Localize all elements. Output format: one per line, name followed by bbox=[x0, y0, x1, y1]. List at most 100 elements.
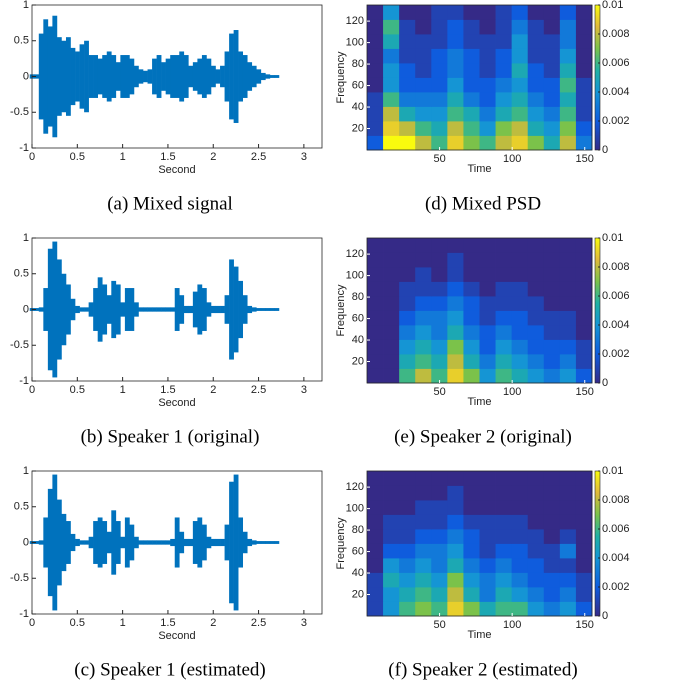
waveform-envelope bbox=[238, 51, 244, 102]
heatmap-cell bbox=[543, 514, 561, 530]
waveform-envelope bbox=[179, 531, 185, 554]
x-tick-label: 0.5 bbox=[70, 617, 85, 629]
waveform-envelope bbox=[269, 308, 275, 311]
heatmap-cell bbox=[495, 121, 513, 136]
y-tick-label: -0.5 bbox=[10, 106, 29, 118]
heatmap-cell bbox=[447, 368, 464, 384]
heatmap-cell bbox=[511, 514, 529, 530]
waveform-envelope bbox=[84, 307, 89, 312]
heatmap-cell bbox=[495, 471, 513, 486]
heatmap-cell bbox=[479, 325, 496, 340]
heatmap-cell bbox=[383, 310, 400, 326]
heatmap-cell bbox=[511, 325, 529, 340]
heatmap-cell bbox=[527, 296, 545, 311]
heatmap-cell bbox=[543, 354, 561, 369]
waveform-envelope bbox=[260, 72, 266, 81]
axes-box bbox=[366, 470, 593, 617]
heatmap-cell bbox=[383, 572, 400, 588]
heatmap-cell bbox=[495, 558, 513, 573]
waveform-envelope bbox=[124, 55, 130, 98]
heatmap-cell bbox=[447, 63, 464, 78]
y-tick-label: 0.5 bbox=[14, 501, 29, 513]
heatmap-cell bbox=[367, 310, 384, 326]
heatmap-cell bbox=[431, 601, 448, 617]
waveform-envelope bbox=[75, 51, 80, 102]
heatmap-cell bbox=[431, 339, 448, 355]
colorbar-tick-label: 0.008 bbox=[602, 261, 630, 273]
waveform-envelope bbox=[229, 259, 234, 360]
heatmap-cell bbox=[479, 281, 496, 297]
waveform-envelope bbox=[165, 307, 171, 312]
waveform-envelope bbox=[224, 51, 230, 102]
heatmap-cell bbox=[479, 601, 496, 617]
heatmap-cell bbox=[559, 543, 577, 559]
heatmap-cell bbox=[479, 514, 496, 530]
heatmap-cell bbox=[447, 514, 464, 530]
heatmap-cell bbox=[399, 48, 416, 64]
waveform-envelope bbox=[93, 55, 99, 98]
heatmap-cell bbox=[543, 19, 561, 35]
waveform-envelope bbox=[152, 307, 157, 312]
heatmap-cell bbox=[495, 310, 513, 326]
heatmap-cell bbox=[543, 325, 561, 340]
heatmap-cell bbox=[495, 281, 513, 297]
waveform-envelope bbox=[133, 536, 139, 549]
caption: (a) Mixed signal bbox=[107, 193, 233, 214]
heatmap-cell bbox=[527, 354, 545, 369]
heatmap-cell bbox=[543, 471, 561, 486]
heatmap-cell bbox=[559, 601, 577, 617]
heatmap-cell bbox=[383, 500, 400, 515]
waveform-envelope bbox=[88, 302, 94, 317]
heatmap-cell bbox=[367, 238, 384, 253]
heatmap-cell bbox=[383, 368, 400, 384]
heatmap-cell bbox=[367, 587, 384, 602]
caption: (c) Speaker 1 (estimated) bbox=[74, 659, 266, 680]
y-tick-label: 40 bbox=[352, 101, 364, 113]
heatmap-cell bbox=[575, 543, 593, 559]
heatmap-cell bbox=[367, 281, 384, 297]
waveform-envelope bbox=[47, 248, 53, 371]
heatmap-cell bbox=[479, 558, 496, 573]
heatmap-cell bbox=[399, 514, 416, 530]
waveform-envelope bbox=[224, 295, 230, 324]
heatmap-cell bbox=[383, 77, 400, 93]
waveform-envelope bbox=[260, 308, 266, 311]
heatmap-cell bbox=[383, 485, 400, 501]
heatmap-cell bbox=[559, 500, 577, 515]
heatmap-cell bbox=[447, 267, 464, 282]
heatmap-cell bbox=[575, 500, 593, 515]
heatmap-cell bbox=[367, 92, 384, 107]
heatmap-cell bbox=[479, 471, 496, 486]
heatmap-cell bbox=[527, 500, 545, 515]
heatmap-cell bbox=[543, 77, 561, 93]
heatmap-cell bbox=[495, 63, 513, 78]
waveform-envelope bbox=[129, 524, 135, 561]
heatmap-cell bbox=[367, 19, 384, 35]
heatmap-cell bbox=[511, 471, 529, 486]
waveform-envelope bbox=[165, 540, 171, 545]
heatmap-cell bbox=[559, 77, 577, 93]
heatmap-cell bbox=[575, 252, 593, 268]
heatmap-cell bbox=[415, 135, 432, 151]
heatmap-cell bbox=[527, 267, 545, 282]
heatmap-cell bbox=[575, 339, 593, 355]
heatmap-cell bbox=[431, 325, 448, 340]
heatmap-cell bbox=[511, 238, 529, 253]
waveform-envelope bbox=[61, 273, 67, 346]
heatmap-cell bbox=[431, 471, 448, 486]
waveform-envelope bbox=[120, 302, 126, 317]
heatmap-cell bbox=[399, 252, 416, 268]
waveform-envelope bbox=[220, 65, 225, 88]
heatmap-cell bbox=[559, 558, 577, 573]
heatmap-cell bbox=[399, 238, 416, 253]
waveform-envelope bbox=[197, 517, 203, 568]
heatmap-cell bbox=[367, 572, 384, 588]
waveform-envelope bbox=[238, 517, 244, 568]
waveform-envelope bbox=[161, 540, 166, 545]
heatmap-cell bbox=[559, 368, 577, 384]
waveform-envelope bbox=[220, 538, 225, 547]
colorbar-tick-label: 0.006 bbox=[602, 290, 630, 302]
waveform-envelope bbox=[161, 62, 166, 91]
heatmap-cell bbox=[399, 106, 416, 122]
